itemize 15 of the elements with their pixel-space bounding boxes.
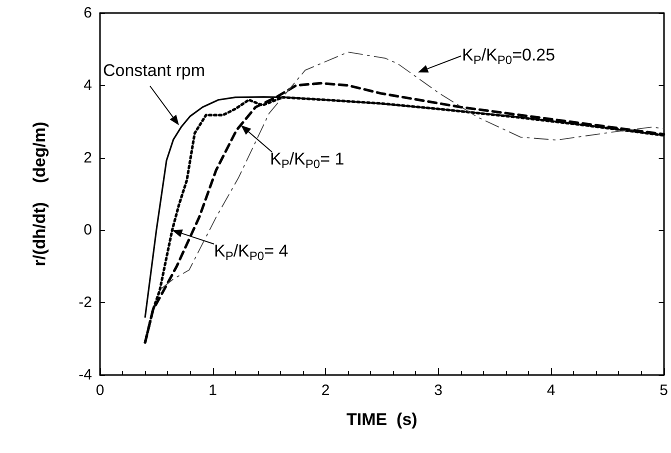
x-tick-label: 4 <box>546 382 556 399</box>
y-tick-label: 2 <box>84 149 92 166</box>
y-tick-label: -2 <box>78 294 92 312</box>
y-tick-label: 0 <box>84 222 92 239</box>
x-tick-label: 5 <box>660 382 668 399</box>
x-axis-title: TIME (s) <box>346 410 418 429</box>
x-tick-label: 3 <box>434 382 442 399</box>
x-tick-label: 1 <box>208 382 217 399</box>
y-tick-label: -4 <box>78 366 92 384</box>
y-tick-label: 6 <box>84 4 92 22</box>
x-tick-label: 2 <box>321 382 330 399</box>
y-tick-label: 4 <box>84 76 92 94</box>
y-axis-title: r/(dh/dt) (deg/m) <box>30 122 49 266</box>
annotation: Constant rpm <box>103 61 206 80</box>
x-tick-label: 0 <box>96 382 104 399</box>
